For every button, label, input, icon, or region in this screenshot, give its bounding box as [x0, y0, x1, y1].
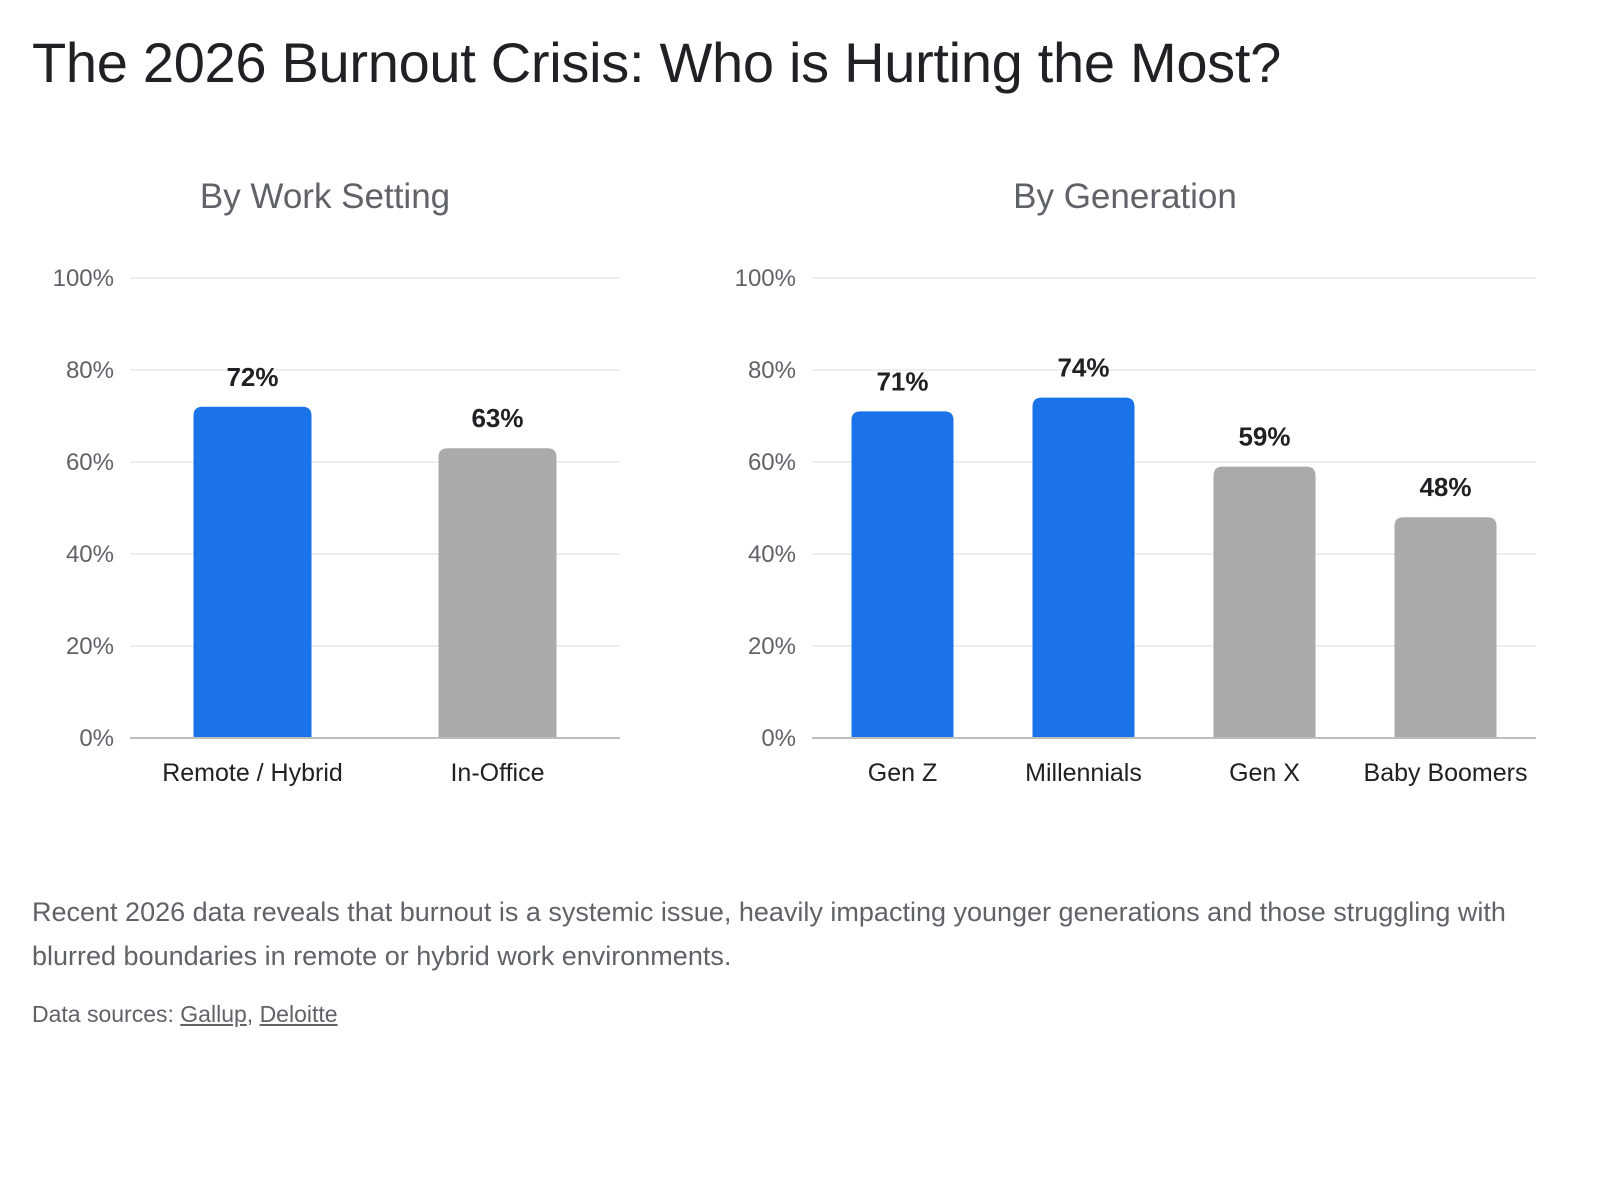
y-tick-label: 80%: [748, 357, 796, 384]
y-tick-label: 20%: [748, 633, 796, 660]
bar-millennials: [1032, 397, 1135, 738]
source-link-gallup[interactable]: Gallup: [180, 1001, 247, 1027]
y-tick-label: 0%: [79, 725, 114, 752]
bar-remote-hybrid: [193, 406, 312, 738]
category-label-baby-boomers: Baby Boomers: [1364, 759, 1528, 787]
bar-gen-x: [1213, 466, 1316, 738]
bar-baby-boomers: [1394, 517, 1497, 738]
category-label-gen-x: Gen X: [1229, 759, 1300, 787]
y-tick-label: 0%: [761, 725, 796, 752]
value-label-gen-z: 71%: [876, 366, 928, 396]
page-title: The 2026 Burnout Crisis: Who is Hurting …: [32, 31, 1281, 94]
chart-by-generation: By Generation 0% 20% 40% 60% 80% 100% 71% Gen Z 7…: [735, 177, 1536, 787]
y-tick-label: 100%: [735, 265, 796, 292]
source-link-deloitte[interactable]: Deloitte: [259, 1001, 338, 1027]
y-tick-label: 60%: [66, 449, 114, 476]
chart-caption: Recent 2026 data reveals that burnout is…: [32, 897, 1506, 971]
category-label-remote-hybrid: Remote / Hybrid: [162, 759, 343, 787]
sources-separator: ,: [246, 1001, 260, 1027]
value-label-millennials: 74%: [1057, 353, 1109, 383]
data-sources: Data sources: Gallup, Deloitte: [32, 1001, 338, 1028]
value-label-remote-hybrid: 72%: [226, 362, 278, 392]
category-label-millennials: Millennials: [1025, 759, 1142, 787]
bar-in-office: [438, 448, 557, 738]
value-label-gen-x: 59%: [1238, 422, 1290, 452]
category-label-in-office: In-Office: [450, 759, 544, 787]
charts-area: By Work Setting 0% 20% 40% 60% 80% 100% 72% Remo…: [53, 177, 1536, 787]
category-label-gen-z: Gen Z: [868, 759, 937, 787]
sources-prefix: Data sources:: [32, 1001, 181, 1027]
value-label-in-office: 63%: [471, 403, 523, 433]
chart-title: By Work Setting: [200, 177, 450, 216]
y-tick-label: 60%: [748, 449, 796, 476]
y-tick-label: 20%: [66, 633, 114, 660]
y-tick-label: 40%: [748, 541, 796, 568]
bar-gen-z: [851, 411, 954, 738]
value-label-baby-boomers: 48%: [1419, 472, 1471, 502]
y-tick-label: 80%: [66, 357, 114, 384]
y-tick-label: 40%: [66, 541, 114, 568]
chart-title: By Generation: [1013, 177, 1237, 216]
chart-by-work-setting: By Work Setting 0% 20% 40% 60% 80% 100% 72% Remo…: [53, 177, 620, 787]
y-tick-label: 100%: [53, 265, 114, 292]
